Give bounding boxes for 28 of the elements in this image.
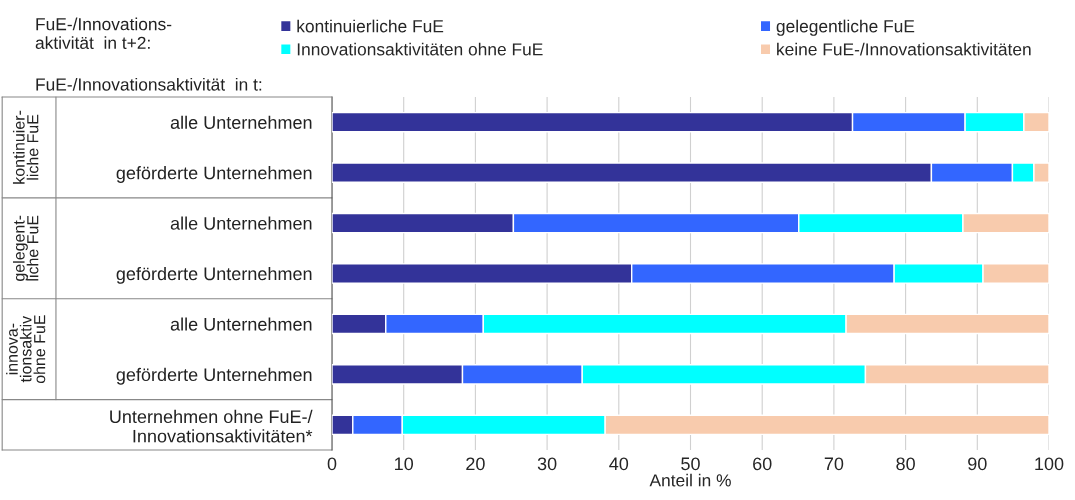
x-tick-label: 10 <box>395 457 414 471</box>
legend-label: keine FuE-/Innovationsaktivitäten <box>777 42 1031 56</box>
x-tick-label: 20 <box>466 457 485 471</box>
x-tick-label: 60 <box>753 457 772 471</box>
legend-label: gelegentliche FuE <box>776 19 915 36</box>
x-tick-label: 90 <box>968 457 987 471</box>
x-tick-label: 40 <box>609 457 629 471</box>
x-axis-title: Anteil in % <box>649 473 731 487</box>
x-tick-label: 50 <box>681 457 700 471</box>
text: FuE-/Innovationsaktivität in t: <box>36 77 262 91</box>
y-tick-label: geförderte Unternehmen <box>116 266 312 284</box>
x-tick-label: 80 <box>896 457 915 471</box>
text: innova- tionsaktiv ohne FuE <box>6 315 46 384</box>
x-tick-label: 70 <box>824 457 844 471</box>
y-tick-label: geförderte Unternehmen <box>116 367 312 385</box>
y-tick-label: geförderte Unternehmen <box>116 166 312 183</box>
text: kontinuier- liche FuE <box>12 110 39 184</box>
y-tick-label: alle Unternehmen <box>170 115 312 129</box>
y-tick-label: alle Unternehmen <box>170 216 312 230</box>
legend-label: kontinuierliche FuE <box>297 19 444 33</box>
x-tick-label: 0 <box>327 457 337 471</box>
y-tick-label: Unternehmen ohne FuE-/ Innovationsaktivitäten* <box>110 409 313 443</box>
x-tick-label: 30 <box>537 457 557 471</box>
legend-title: FuE-/Innovations- aktivität in t+2: <box>35 17 172 50</box>
x-tick-label: 100 <box>1035 457 1064 471</box>
legend-label: Innovationsaktivitäten ohne FuE <box>297 42 543 56</box>
y-tick-label: alle Unternehmen <box>170 317 312 331</box>
text: gelegent- liche FuE <box>12 215 39 281</box>
